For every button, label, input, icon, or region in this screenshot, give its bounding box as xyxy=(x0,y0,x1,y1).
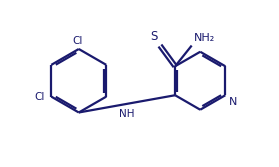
Text: Cl: Cl xyxy=(34,92,44,102)
Text: NH₂: NH₂ xyxy=(194,33,215,43)
Text: Cl: Cl xyxy=(72,36,83,46)
Text: NH: NH xyxy=(119,109,135,119)
Text: N: N xyxy=(229,97,237,107)
Text: S: S xyxy=(150,30,158,43)
